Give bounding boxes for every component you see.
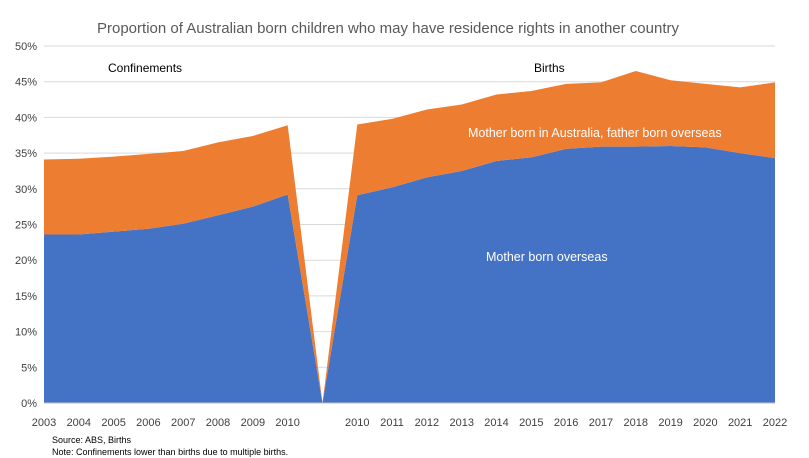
x-tick-label: 2004 (67, 417, 91, 429)
y-tick-label: 15% (15, 291, 37, 303)
x-tick-label: 2008 (206, 417, 230, 429)
annotation-blue-series: Mother born overseas (486, 250, 608, 264)
annotation-orange-series: Mother born in Australia, father born ov… (468, 126, 722, 140)
x-tick-label: 2011 (380, 417, 404, 429)
x-tick-label: 2014 (484, 417, 508, 429)
x-tick-label: 2009 (241, 417, 265, 429)
x-tick-label: 2021 (728, 417, 752, 429)
x-tick-label: 2017 (589, 417, 613, 429)
x-tick-label: 2016 (554, 417, 578, 429)
y-tick-label: 50% (15, 41, 37, 53)
y-tick-label: 40% (15, 112, 37, 124)
x-tick-label: 2018 (624, 417, 648, 429)
x-tick-label: 2020 (693, 417, 717, 429)
x-tick-label: 2015 (519, 417, 543, 429)
x-tick-label: 2022 (763, 417, 787, 429)
x-tick-label: 2003 (32, 417, 56, 429)
y-tick-label: 0% (21, 398, 37, 410)
area-series-2 (44, 70, 775, 404)
y-tick-label: 20% (15, 255, 37, 267)
y-tick-label: 30% (15, 184, 37, 196)
x-tick-label: 2010 (345, 417, 369, 429)
annotation-births: Births (534, 61, 565, 75)
x-tick-label: 2013 (449, 417, 473, 429)
y-tick-label: 45% (15, 77, 37, 89)
x-tick-label: 2010 (275, 417, 299, 429)
y-tick-label: 5% (21, 362, 37, 374)
x-tick-label: 2012 (415, 417, 439, 429)
x-tick-label: 2005 (101, 417, 125, 429)
y-tick-label: 10% (15, 327, 37, 339)
plot-areas (44, 70, 775, 404)
x-tick-label: 2019 (658, 417, 682, 429)
area-series-1 (44, 145, 775, 403)
y-tick-label: 35% (15, 148, 37, 160)
y-axis: 0% 5% 10% 15% 20% 25% 30% 35% 40% 45% 50% (15, 41, 37, 410)
x-axis: 2003 2004 2005 2006 2007 2008 2009 2010 2010 2011… (32, 402, 787, 429)
x-tick-label: 2006 (136, 417, 160, 429)
footer-source: Source: ABS, Births (52, 435, 132, 445)
x-tick-label: 2007 (171, 417, 195, 429)
annotation-confinements: Confinements (108, 61, 182, 75)
y-tick-label: 25% (15, 220, 37, 232)
footer-note: Note: Confinements lower than births due… (52, 447, 289, 457)
chart-title: Proportion of Australian born children w… (97, 20, 679, 37)
